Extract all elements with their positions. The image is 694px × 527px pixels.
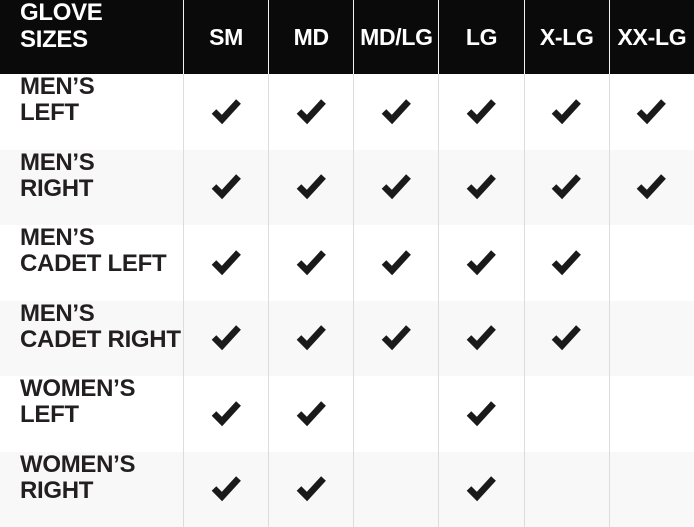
availability-cell-lg <box>438 74 524 150</box>
availability-cell-md-lg <box>353 225 439 301</box>
availability-cell-lg <box>438 376 524 452</box>
availability-cell-lg <box>438 149 524 225</box>
availability-cell-md <box>268 300 354 376</box>
check-icon <box>296 250 327 276</box>
check-icon <box>296 99 327 125</box>
row-label: MEN’S CADET RIGHT <box>0 299 183 376</box>
availability-cell-lg <box>438 451 524 527</box>
check-icon <box>466 99 497 125</box>
availability-cell-x-lg <box>523 149 609 225</box>
availability-cell-x-lg <box>523 225 609 301</box>
check-icon <box>551 174 582 200</box>
column-header-sm: SM <box>183 0 269 74</box>
column-header-xx-lg: XX-LG <box>608 0 694 74</box>
check-icon <box>296 325 327 351</box>
availability-cell-md-lg <box>353 300 439 376</box>
availability-cell-sm <box>183 149 269 225</box>
row-label: WOMEN’S LEFT <box>0 375 183 452</box>
row-label-line: CADET LEFT <box>20 250 167 278</box>
row-label-line: MEN’S <box>20 73 95 100</box>
row-label: MEN’S LEFT <box>0 73 183 150</box>
availability-cell-md <box>268 74 354 150</box>
availability-cell-lg <box>438 225 524 301</box>
row-label-line: WOMEN’S <box>20 450 136 478</box>
availability-cell-xx-lg <box>608 376 694 452</box>
check-icon <box>466 325 497 351</box>
availability-cell-sm <box>183 225 269 301</box>
check-icon <box>551 99 582 125</box>
check-icon <box>211 250 242 276</box>
availability-cell-xx-lg <box>608 149 694 225</box>
check-icon <box>211 99 242 125</box>
availability-cell-sm <box>183 451 269 527</box>
check-icon <box>381 325 412 351</box>
availability-cell-md-lg <box>353 451 439 527</box>
check-icon <box>296 174 327 200</box>
chart-title-line1: GLOVE <box>20 0 103 26</box>
check-icon <box>466 174 497 200</box>
availability-cell-xx-lg <box>608 225 694 301</box>
row-label: WOMEN’S RIGHT <box>0 450 183 527</box>
availability-cell-xx-lg <box>608 74 694 150</box>
availability-cell-md <box>268 376 354 452</box>
availability-cell-md-lg <box>353 149 439 225</box>
availability-cell-x-lg <box>523 300 609 376</box>
check-icon <box>636 174 667 200</box>
row-label-line: RIGHT <box>20 174 94 202</box>
column-header-lg: LG <box>438 0 524 74</box>
check-icon <box>466 476 497 502</box>
availability-cell-x-lg <box>523 376 609 452</box>
availability-cell-xx-lg <box>608 451 694 527</box>
row-label-line: CADET RIGHT <box>20 325 181 353</box>
availability-cell-md <box>268 149 354 225</box>
availability-cell-md <box>268 451 354 527</box>
chart-title-line2: SIZES <box>20 25 88 53</box>
availability-cell-x-lg <box>523 74 609 150</box>
check-icon <box>211 401 242 427</box>
check-icon <box>466 250 497 276</box>
row-label: MEN’S CADET LEFT <box>0 224 183 301</box>
availability-cell-sm <box>183 74 269 150</box>
row-label: MEN’S RIGHT <box>0 148 183 225</box>
check-icon <box>211 325 242 351</box>
availability-cell-md-lg <box>353 376 439 452</box>
row-label-line: MEN’S <box>20 224 95 251</box>
availability-cell-sm <box>183 300 269 376</box>
row-label-line: MEN’S <box>20 148 95 176</box>
availability-cell-sm <box>183 376 269 452</box>
availability-cell-lg <box>438 300 524 376</box>
check-icon <box>381 174 412 200</box>
column-header-md: MD <box>268 0 354 74</box>
check-icon <box>551 325 582 351</box>
check-icon <box>211 174 242 200</box>
availability-cell-xx-lg <box>608 300 694 376</box>
availability-cell-md-lg <box>353 74 439 150</box>
check-icon <box>296 476 327 502</box>
check-icon <box>551 250 582 276</box>
row-label-line: RIGHT <box>20 476 94 504</box>
column-header-md-lg: MD/LG <box>353 0 439 74</box>
check-icon <box>381 250 412 276</box>
check-icon <box>466 401 497 427</box>
availability-cell-x-lg <box>523 451 609 527</box>
check-icon <box>636 99 667 125</box>
column-header-x-lg: X-LG <box>523 0 609 74</box>
row-label-line: WOMEN’S <box>20 375 136 402</box>
chart-title: GLOVE SIZES <box>0 0 183 74</box>
check-icon <box>381 99 412 125</box>
row-label-line: LEFT <box>20 99 79 127</box>
row-label-line: MEN’S <box>20 299 95 327</box>
row-label-line: LEFT <box>20 401 79 429</box>
check-icon <box>211 476 242 502</box>
check-icon <box>296 401 327 427</box>
availability-cell-md <box>268 225 354 301</box>
